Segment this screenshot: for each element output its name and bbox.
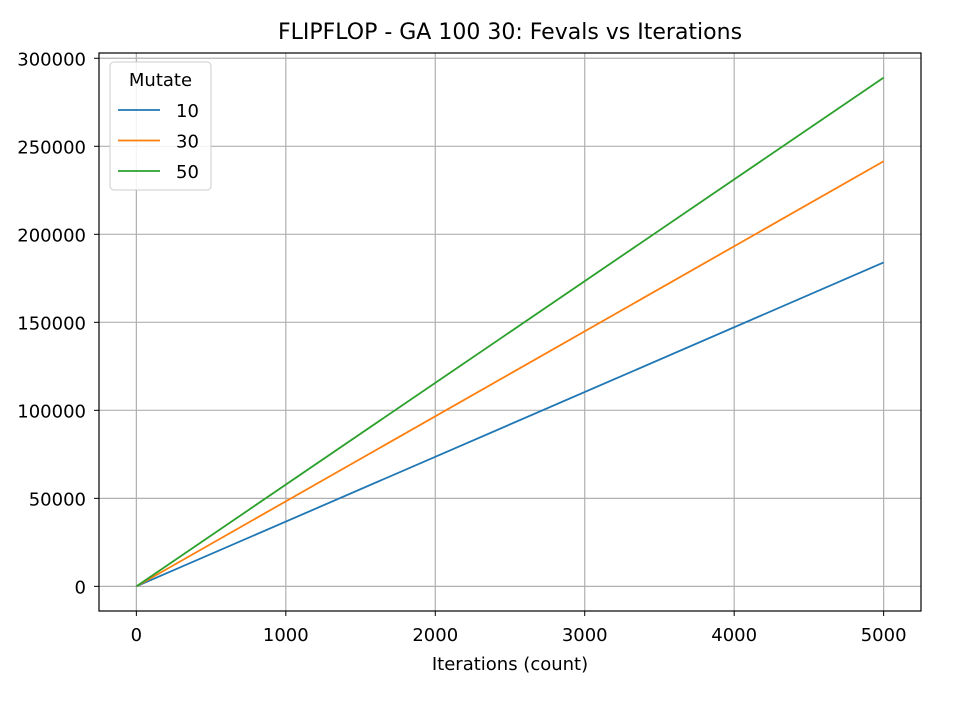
series-line-10 bbox=[136, 261, 884, 588]
x-axis-label: Iterations (count) bbox=[432, 654, 588, 675]
y-tick-label: 0 bbox=[75, 577, 86, 598]
legend: Mutate 10 30 50 bbox=[109, 61, 212, 191]
x-tick-label: 4000 bbox=[711, 625, 757, 646]
legend-label-50: 50 bbox=[176, 162, 199, 183]
x-tick-label: 0 bbox=[131, 625, 142, 646]
series-line-30 bbox=[135, 160, 885, 588]
y-tick-label: 100000 bbox=[17, 401, 86, 422]
y-tick-label: 50000 bbox=[29, 489, 86, 510]
series-line-50 bbox=[135, 76, 885, 588]
x-tick-label: 2000 bbox=[412, 625, 458, 646]
plot-frame bbox=[98, 52, 922, 612]
legend-title: Mutate bbox=[129, 70, 192, 91]
x-tick-label: 3000 bbox=[562, 625, 608, 646]
series-lines bbox=[135, 76, 885, 588]
legend-label-10: 10 bbox=[176, 101, 199, 122]
y-tick-label: 250000 bbox=[17, 137, 86, 158]
grid bbox=[99, 53, 921, 611]
y-tick-label: 200000 bbox=[17, 225, 86, 246]
y-tick-label: 150000 bbox=[17, 313, 86, 334]
chart-title: FLIPFLOP - GA 100 30: Fevals vs Iteratio… bbox=[278, 20, 742, 45]
x-tick-label: 1000 bbox=[263, 625, 309, 646]
axis-ticks: 0 1000 2000 3000 4000 50000500001000001500002… bbox=[17, 49, 906, 646]
legend-box bbox=[109, 61, 212, 191]
legend-label-30: 30 bbox=[176, 132, 199, 153]
y-tick-label: 300000 bbox=[17, 49, 86, 70]
x-tick-label: 5000 bbox=[861, 625, 907, 646]
